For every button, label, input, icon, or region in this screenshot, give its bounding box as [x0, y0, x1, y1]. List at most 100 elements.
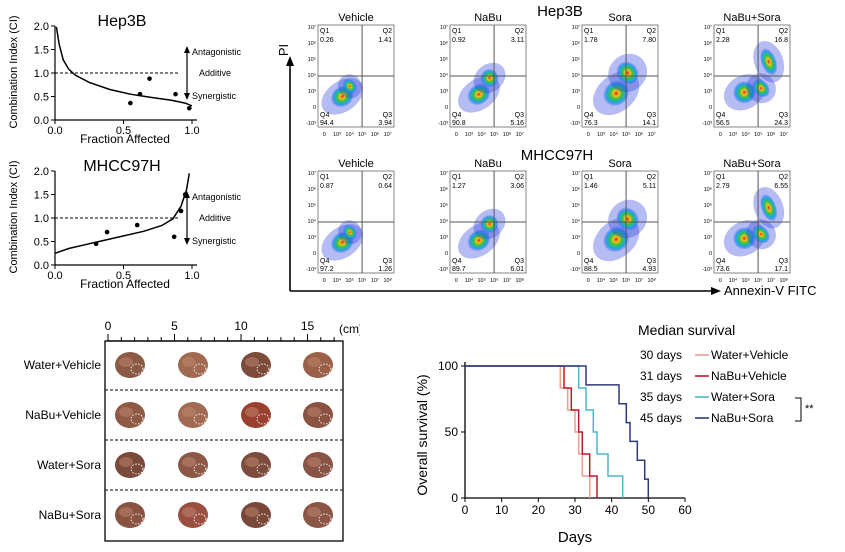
- flow-ytick-label: 10⁶: [572, 186, 580, 193]
- flow-q3-label: Q3: [515, 112, 524, 119]
- flow-xtick-label: 10⁴: [597, 277, 606, 284]
- flow-xtick-label: 10⁵: [477, 277, 485, 284]
- flow-ytick-label: -10³: [306, 267, 316, 273]
- km-xtick-label: 20: [532, 503, 546, 517]
- liver-highlight: [245, 357, 259, 367]
- ci-hep3b-ylabel: Combination Index (CI): [8, 15, 20, 128]
- flow-q3-value: 4.93: [642, 266, 656, 273]
- flow-q1-label: Q1: [716, 174, 725, 181]
- flow-ytick-label: 10⁷: [572, 170, 580, 177]
- km-ylabel: Overall survival (%): [414, 374, 430, 495]
- flow-xtick-label: 10⁶: [358, 277, 366, 284]
- flow-density-blob: [342, 224, 357, 240]
- flow-ytick-label: 10⁶: [308, 40, 316, 47]
- flow-ytick-label: 10⁷: [308, 24, 316, 31]
- flow-q3-label: Q3: [647, 258, 656, 265]
- liver-tumor-outline: [318, 363, 332, 375]
- flow-plot-title: Sora: [608, 158, 632, 170]
- flow-q4-value: 97.2: [320, 266, 334, 273]
- flow-xtick-label: 0: [587, 278, 590, 284]
- liver-tumor-outline: [193, 513, 207, 525]
- flow-cytometry-panel: Hep3B MHCC97H PI Annexin-V FITC Vehicle Q…: [276, 3, 816, 298]
- ci-data-point: [173, 91, 178, 97]
- flow-xtick-label: 10⁶: [767, 131, 775, 138]
- flow-ytick-label: 10⁵: [440, 56, 448, 63]
- flow-q1-value: 1.27: [452, 183, 466, 190]
- flow-q4-label: Q4: [716, 112, 725, 119]
- flow-ytick-label: 10⁶: [440, 40, 448, 47]
- ci-data-point: [128, 100, 133, 106]
- liver-tumor-outline: [130, 413, 144, 425]
- flow-xtick-label: 10⁷: [648, 131, 656, 138]
- flow-q4-label: Q4: [584, 258, 593, 265]
- flow-q1-value: 0.87: [320, 183, 334, 190]
- flow-ytick-label: 10⁴: [704, 218, 713, 225]
- flow-plot-title: Vehicle: [338, 12, 373, 24]
- ci-hep3b-title: Hep3B: [98, 13, 147, 30]
- flow-xtick-label: 10⁶: [371, 131, 379, 138]
- flow-xtick-label: 10⁵: [609, 277, 617, 284]
- flow-xtick-label: 10⁴: [465, 277, 474, 284]
- flow-q2-label: Q2: [779, 174, 788, 181]
- flow-xtick-label: 0: [455, 132, 458, 138]
- flow-q1-label: Q1: [452, 174, 461, 181]
- flow-q4-value: 76.3: [584, 120, 598, 127]
- flow-xtick-label: 0: [719, 132, 722, 138]
- flow-q2-value: 7.80: [642, 37, 656, 44]
- flow-q4-value: 73.6: [716, 266, 730, 273]
- ci-mhcc-antagonistic: Antagonistic: [192, 192, 242, 202]
- liver-highlight: [119, 357, 133, 367]
- flow-ytick-label: 10⁷: [440, 24, 448, 31]
- flow-q3-value: 24.3: [774, 120, 788, 127]
- flow-density-blob: [616, 61, 639, 85]
- ci-hep3b-synergistic: Synergistic: [192, 91, 237, 101]
- flow-ytick-label: 0: [445, 105, 448, 111]
- ci-mhcc-arrow-down: [184, 238, 190, 245]
- ci-data-point: [93, 241, 99, 247]
- ci-ytick-label: 1.0: [34, 68, 49, 80]
- flow-xtick-label: 0: [587, 132, 590, 138]
- flow-xtick-label: 10⁶: [635, 131, 643, 138]
- flow-ytick-label: 10⁷: [704, 170, 712, 177]
- flow-ytick-label: -10³: [702, 267, 712, 273]
- flow-ylabel: PI: [276, 44, 291, 56]
- flow-xtick-label: 10⁵: [345, 277, 353, 284]
- ci-mhcc-arrow-up: [184, 191, 190, 198]
- ci-ytick-label: 0.5: [34, 237, 49, 249]
- flow-q1-label: Q1: [452, 28, 461, 35]
- flow-q3-value: 14.1: [642, 120, 656, 127]
- flow-q1-value: 1.78: [584, 37, 598, 44]
- liver-scale-label: 10: [234, 319, 248, 333]
- flow-q4-value: 88.5: [584, 266, 598, 273]
- flow-plot-title: NaBu+Sora: [723, 12, 781, 24]
- flow-x-axis-arrow: [711, 287, 721, 295]
- km-legend-label: NaBu+Vehicle: [711, 369, 787, 383]
- ci-ytick-label: 2.0: [34, 166, 49, 178]
- flow-q3-value: 6.01: [510, 266, 524, 273]
- ci-mhcc-ticks: 0.0 0.5 1.0 1.5 2.0 0.0 0.5 1.0: [34, 166, 200, 282]
- liver-tumor-outline: [318, 513, 332, 525]
- ci-data-point: [104, 229, 110, 235]
- km-legend: 30 days Water+Vehicle 31 days NaBu+Vehicle 3…: [640, 348, 789, 425]
- flow-ytick-label: 10³: [572, 235, 580, 241]
- ci-ytick-label: 0.5: [34, 92, 49, 104]
- flow-ytick-label: 10³: [440, 89, 448, 95]
- flow-q2-label: Q2: [515, 28, 524, 35]
- km-ytick-label: 0: [451, 491, 458, 505]
- flow-q3-label: Q3: [647, 112, 656, 119]
- ci-hep3b-antagonistic: Antagonistic: [192, 47, 242, 57]
- flow-q2-value: 3.11: [511, 37, 524, 44]
- flow-density-blob: [342, 78, 357, 94]
- flow-ytick-label: 0: [445, 251, 448, 257]
- liver-highlight: [245, 407, 259, 417]
- flow-ytick-label: 10³: [440, 235, 448, 241]
- flow-q1-value: 0.26: [320, 37, 334, 44]
- flow-ytick-label: 10⁴: [440, 72, 449, 79]
- km-series-line: [465, 365, 598, 498]
